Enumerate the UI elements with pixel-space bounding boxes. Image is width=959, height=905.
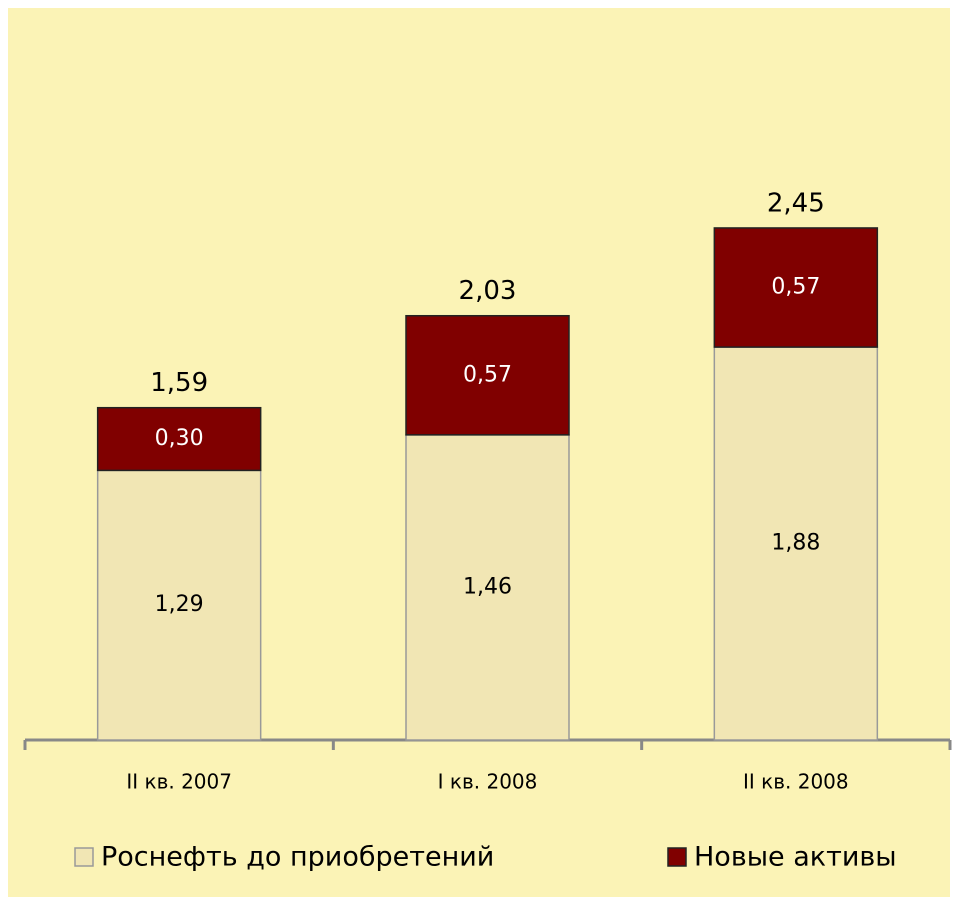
data-label: 1,29	[155, 592, 204, 617]
total-label: 2,45	[767, 188, 825, 218]
bar-segment	[713, 346, 879, 741]
bar-segment	[405, 314, 570, 436]
bar-segment	[713, 227, 879, 348]
total-label: 2,03	[459, 276, 517, 306]
legend-swatch	[74, 847, 94, 867]
data-label: 0,57	[771, 275, 820, 300]
x-tick-label: II кв. 2008	[743, 770, 849, 794]
data-label: 1,88	[771, 531, 820, 556]
total-label: 1,59	[150, 368, 208, 398]
bar-segment	[405, 434, 570, 741]
legend-label: Новые активы	[694, 842, 897, 873]
bar-segment	[96, 406, 262, 472]
bar-segment	[96, 469, 262, 741]
data-label: 0,30	[155, 426, 204, 451]
x-tick-label: II кв. 2007	[126, 770, 232, 794]
data-label: 0,57	[463, 362, 512, 387]
data-label: 1,46	[463, 574, 512, 599]
legend-label: Роснефть до приобретений	[101, 842, 494, 873]
x-tick-label: I кв. 2008	[438, 770, 538, 794]
legend-swatch	[667, 847, 687, 867]
